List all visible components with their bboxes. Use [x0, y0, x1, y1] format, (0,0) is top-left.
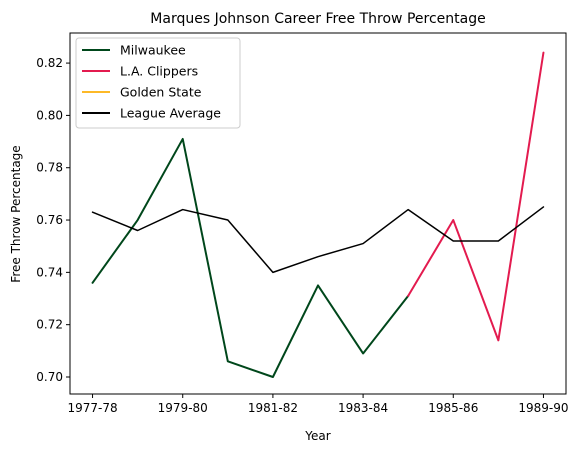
- series-line-milwaukee: [91, 137, 410, 378]
- y-tick-label: 0.78: [36, 161, 63, 175]
- x-tick-label: 1977-78: [67, 401, 117, 415]
- legend-label-golden-state: Golden State: [120, 85, 202, 100]
- series-line-l-a-clippers: [407, 51, 545, 342]
- legend: Milwaukee L.A. Clippers Golden State League…: [75, 37, 241, 129]
- x-tick-label: 1983-84: [338, 401, 388, 415]
- x-tick-label: 1989-90: [518, 401, 568, 415]
- axis-ticks: 1977-78 1979-80 1981-82 1983-84 1985-86 1989-…: [36, 56, 568, 415]
- x-tick-label: 1979-80: [158, 401, 208, 415]
- legend-label-milwaukee: Milwaukee: [120, 43, 186, 58]
- legend-label-l-a-clippers: L.A. Clippers: [120, 64, 198, 79]
- y-tick-label: 0.74: [36, 265, 63, 279]
- series-line-league-average: [91, 206, 545, 274]
- plot-area: [69, 32, 567, 395]
- y-tick-label: 0.70: [36, 370, 63, 384]
- y-tick-label: 0.82: [36, 56, 63, 70]
- x-axis-label: Year: [304, 429, 330, 443]
- series-lines: [91, 51, 545, 378]
- y-tick-label: 0.80: [36, 108, 63, 122]
- legend-box: [75, 37, 241, 129]
- chart-title: Marques Johnson Career Free Throw Percen…: [150, 11, 485, 27]
- y-tick-label: 0.72: [36, 318, 63, 332]
- y-tick-label: 0.76: [36, 213, 63, 227]
- y-axis-label: Free Throw Percentage: [9, 145, 23, 282]
- x-tick-label: 1981-82: [248, 401, 298, 415]
- legend-label-league-average: League Average: [120, 106, 221, 121]
- x-tick-label: 1985-86: [428, 401, 478, 415]
